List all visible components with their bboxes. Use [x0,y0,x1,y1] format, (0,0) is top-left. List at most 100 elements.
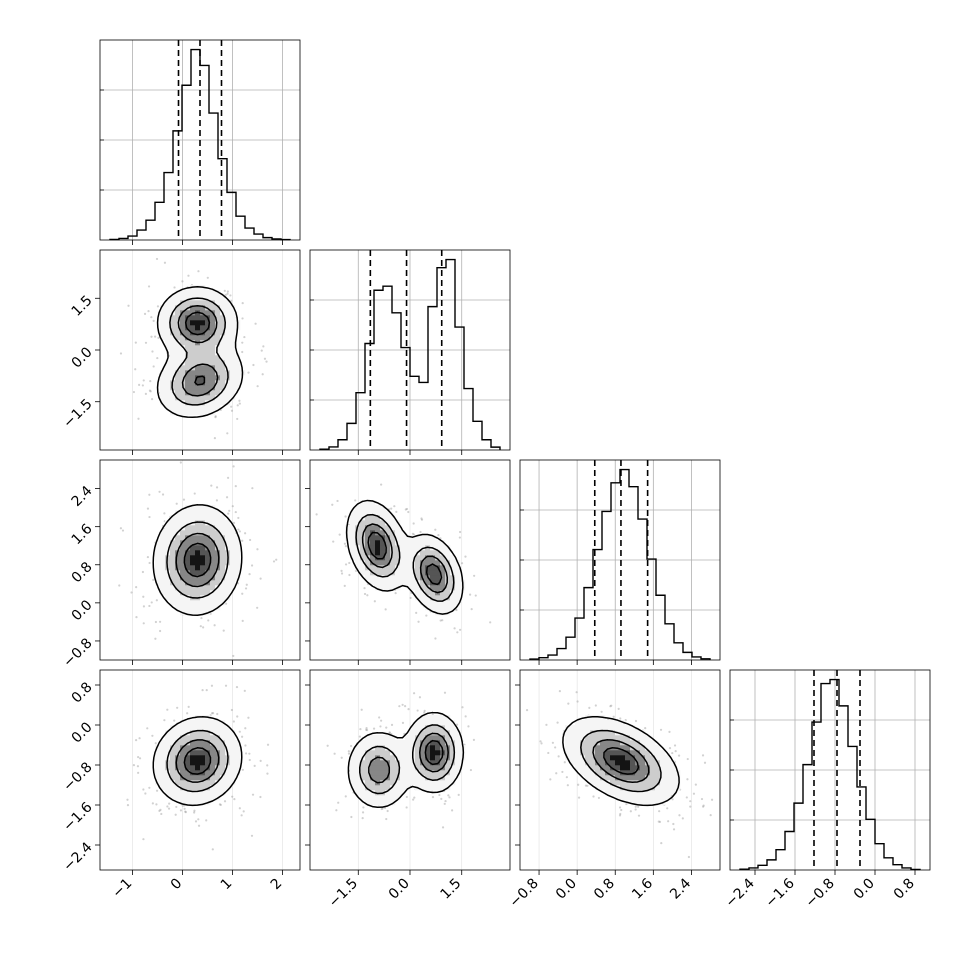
density-cell [430,755,436,761]
density-cell [455,600,461,606]
density-cell [610,775,616,781]
density-cell [180,560,186,566]
scatter-point [469,768,473,772]
density-cell [660,765,666,771]
density-cell [180,410,186,416]
scatter-point [331,503,334,506]
density-cell [195,510,201,516]
density-cell [670,780,676,786]
density-cell [220,345,226,351]
density-cell [165,520,171,526]
scatter-point [365,728,368,731]
density-cell [420,590,426,596]
density-cell [155,550,161,556]
density-cell [205,335,211,341]
density-cell [200,390,206,396]
density-cell [195,325,201,331]
density-cell [190,505,196,511]
density-cell [360,555,366,561]
density-cell [195,315,201,321]
scatter-point [130,591,133,594]
density-cell [180,740,186,746]
density-cell [370,755,376,761]
density-cell [640,790,646,796]
density-cell [350,555,356,561]
density-cell [450,745,456,751]
density-cell [395,575,401,581]
density-cell [220,595,226,601]
density-cell [400,575,406,581]
scatter-point [238,402,241,405]
density-cell [620,760,626,766]
density-cell [360,525,366,531]
density-cell [435,745,441,751]
density-cell [170,525,176,531]
density-cell [185,385,191,391]
density-cell [165,730,171,736]
density-cell [175,350,181,356]
density-cell [215,320,221,326]
density-cell [400,555,406,561]
xtick-label-0-0: −1 [109,876,135,902]
scatter-point [155,789,159,792]
density-cell [360,770,366,776]
density-cell [660,780,666,786]
density-cell [220,730,226,736]
density-cell [400,535,406,541]
scatter-point [168,802,171,805]
density-cell [405,550,411,556]
scatter-point [609,705,612,708]
density-cell [190,585,196,591]
density-cell [610,750,616,756]
density-cell [190,725,196,731]
density-cell [590,780,596,786]
density-cell [215,790,221,796]
xtick-label-3-1: −1.6 [762,875,797,910]
density-cell [405,775,411,781]
density-cell [400,740,406,746]
scatter-point [227,512,230,515]
scatter-point [134,341,137,344]
density-cell [350,550,356,556]
density-cell [180,575,186,581]
density-cell [400,775,406,781]
density-cell [225,545,231,551]
density-cell [220,570,226,576]
density-cell [200,735,206,741]
scatter-point [151,350,154,353]
density-cell [225,540,231,546]
density-cell [210,315,216,321]
density-cell [415,775,421,781]
density-cell [355,785,361,791]
density-cell [370,500,376,506]
density-cell [375,525,381,531]
density-cell [575,760,581,766]
density-cell [210,795,216,801]
density-cell [435,550,441,556]
density-cell [160,530,166,536]
density-cell [210,570,216,576]
density-cell [185,610,191,616]
density-cell [180,735,186,741]
scatter-point [577,783,580,786]
density-cell [180,530,186,536]
density-cell [200,535,206,541]
density-cell [160,560,166,566]
density-cell [610,725,616,731]
density-cell [640,795,646,801]
density-cell [220,785,226,791]
scatter-point [551,741,554,744]
density-cell [190,610,196,616]
density-cell [195,770,201,776]
density-cell [435,755,441,761]
density-cell [230,550,236,556]
density-cell [420,725,426,731]
density-cell [420,750,426,756]
density-cell [365,510,371,516]
panel-3-0 [126,670,283,870]
density-cell [235,570,241,576]
scatter-point [224,602,228,605]
scatter-point [163,719,166,722]
panel-2-0-contour-3 [183,542,212,578]
density-cell [610,720,616,726]
